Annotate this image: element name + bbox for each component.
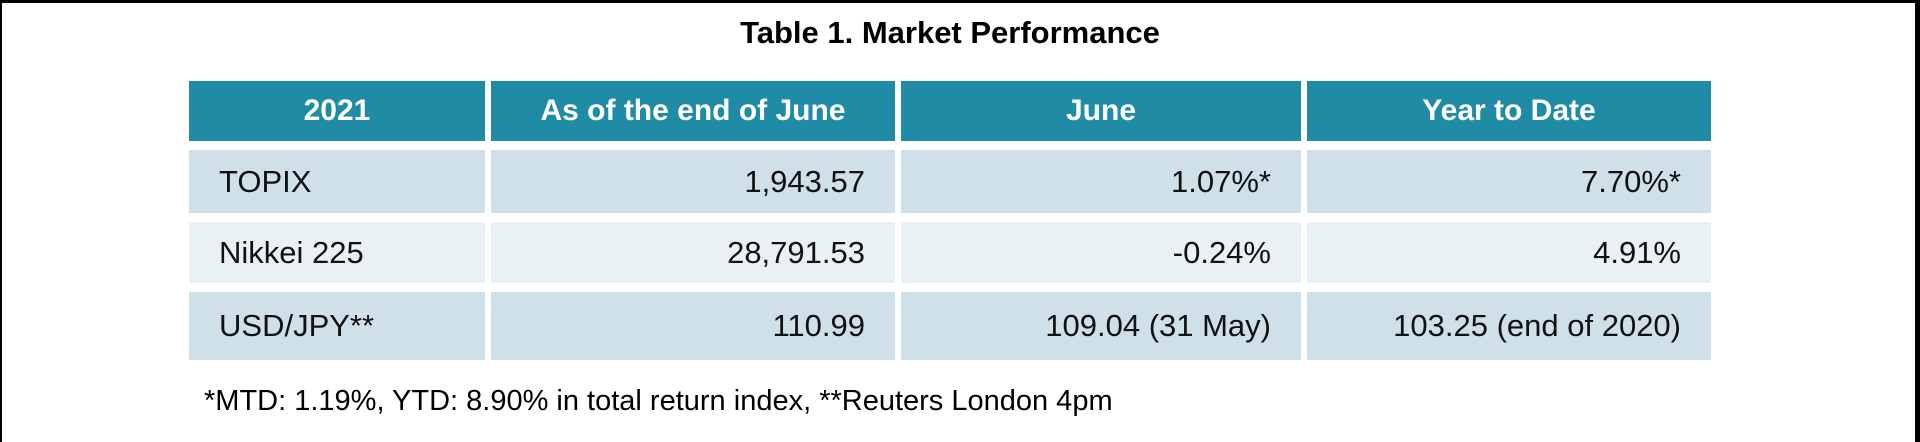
table-title: Table 1. Market Performance [740,15,1160,50]
row-nikkei-june: -0.24% [901,222,1301,283]
row-usdjpy-label: USD/JPY** [189,292,485,360]
header-cell-end-of-june: As of the end of June [491,81,895,141]
row-topix-june: 1.07%* [901,150,1301,213]
header-cell-year: 2021 [189,81,485,141]
header-cell-june: June [901,81,1301,141]
header-cell-ytd: Year to Date [1307,81,1711,141]
row-usdjpy-ytd: 103.25 (end of 2020) [1307,292,1711,360]
row-topix-ytd: 7.70%* [1307,150,1711,213]
market-performance-table: 2021 As of the end of June June Year to … [189,81,1711,360]
row-topix-level: 1,943.57 [491,150,895,213]
row-nikkei-level: 28,791.53 [491,222,895,283]
row-usdjpy-level: 110.99 [491,292,895,360]
row-nikkei-label: Nikkei 225 [189,222,485,283]
table-footnote: *MTD: 1.19%, YTD: 8.90% in total return … [204,385,1113,417]
row-topix-label: TOPIX [189,150,485,213]
row-usdjpy-june: 109.04 (31 May) [901,292,1301,360]
row-nikkei-ytd: 4.91% [1307,222,1711,283]
